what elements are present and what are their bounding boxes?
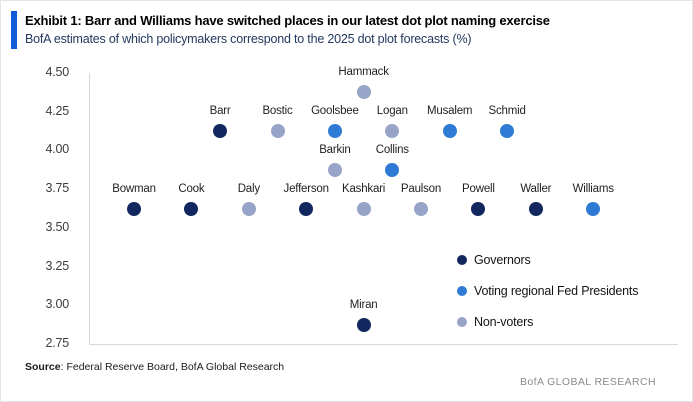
accent-bar xyxy=(11,11,17,49)
dot-label-goolsbee: Goolsbee xyxy=(311,105,359,118)
y-axis-tick-label: 3.50 xyxy=(45,219,69,234)
dot-barkin xyxy=(327,162,342,177)
dot-collins xyxy=(385,162,400,177)
exhibit-subtitle: BofA estimates of which policymakers cor… xyxy=(25,32,472,46)
y-axis-tick-label: 3.25 xyxy=(45,258,69,273)
voter-dot-icon xyxy=(457,286,467,296)
dot-label-barkin: Barkin xyxy=(319,143,351,156)
dot-bowman xyxy=(127,201,141,216)
dot-miran xyxy=(356,317,371,332)
governor-dot-icon xyxy=(457,255,467,265)
dot-kashkari xyxy=(356,201,371,216)
nonvoter-dot-icon xyxy=(457,317,467,327)
legend-label: Governors xyxy=(474,253,531,267)
dot-label-williams: Williams xyxy=(572,182,614,195)
dot-label-logan: Logan xyxy=(376,105,408,118)
dot-label-daly: Daly xyxy=(237,182,260,195)
dot-waller xyxy=(528,201,543,216)
dot-label-paulson: Paulson xyxy=(400,182,442,195)
dot-bostic xyxy=(270,124,285,139)
dot-daly xyxy=(241,201,256,216)
legend-label: Non-voters xyxy=(474,315,534,329)
y-axis-tick-label: 4.25 xyxy=(45,103,69,118)
dot-logan xyxy=(385,124,400,139)
dot-schmid xyxy=(500,124,515,139)
dot-williams xyxy=(586,201,601,216)
dot-label-miran: Miran xyxy=(349,298,378,311)
dot-musalem xyxy=(442,124,457,139)
source-label: Source xyxy=(25,361,61,373)
dot-label-schmid: Schmid xyxy=(488,105,526,118)
y-axis-tick-label: 4.00 xyxy=(45,142,69,157)
dot-label-hammack: Hammack xyxy=(338,66,389,79)
dot-label-bostic: Bostic xyxy=(262,105,293,118)
y-axis-tick-label: 3.75 xyxy=(45,181,69,196)
dot-label-bowman: Bowman xyxy=(112,182,156,195)
dot-label-barr: Barr xyxy=(209,105,231,118)
y-axis-line xyxy=(89,73,90,344)
y-axis-tick-label: 2.75 xyxy=(45,336,69,350)
y-axis-tick-label: 3.00 xyxy=(45,297,69,312)
source-text: : Federal Reserve Board, BofA Global Res… xyxy=(60,361,285,373)
brand-mark: BofA GLOBAL RESEARCH xyxy=(520,376,656,388)
x-axis-line xyxy=(89,344,678,345)
dot-label-kashkari: Kashkari xyxy=(342,182,386,195)
dot-label-cook: Cook xyxy=(178,182,205,195)
dot-barr xyxy=(213,124,228,139)
dot-paulson xyxy=(414,201,428,216)
dot-goolsbee xyxy=(327,124,342,139)
dot-label-musalem: Musalem xyxy=(427,105,473,118)
legend-item-governors: Governors xyxy=(457,252,531,268)
source-note: Source: Federal Reserve Board, BofA Glob… xyxy=(25,361,284,373)
y-axis-tick-label: 4.50 xyxy=(45,65,69,79)
legend-item-voting-presidents: Voting regional Fed Presidents xyxy=(457,283,638,299)
dot-label-powell: Powell xyxy=(462,182,495,195)
dot-jefferson xyxy=(299,201,314,216)
dot-powell xyxy=(471,201,486,216)
exhibit-title: Exhibit 1: Barr and Williams have switch… xyxy=(25,13,550,28)
legend-label: Voting regional Fed Presidents xyxy=(474,284,639,298)
dot-label-collins: Collins xyxy=(375,143,409,156)
legend-item-non-voters: Non-voters xyxy=(457,314,533,330)
dot-label-jefferson: Jefferson xyxy=(283,182,329,195)
dot-hammack xyxy=(356,85,371,100)
dot-cook xyxy=(184,201,199,216)
dot-label-waller: Waller xyxy=(520,182,552,195)
